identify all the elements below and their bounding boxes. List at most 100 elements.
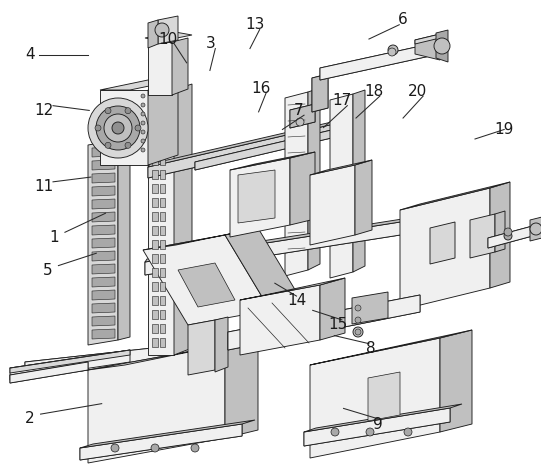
Polygon shape — [92, 212, 115, 222]
Polygon shape — [310, 160, 372, 175]
Polygon shape — [160, 100, 165, 109]
Polygon shape — [152, 254, 158, 263]
Circle shape — [434, 38, 450, 54]
Polygon shape — [304, 404, 462, 432]
Polygon shape — [160, 282, 165, 291]
Circle shape — [141, 112, 145, 116]
Polygon shape — [143, 228, 258, 250]
Polygon shape — [436, 30, 448, 62]
Polygon shape — [225, 338, 258, 438]
Polygon shape — [160, 198, 165, 207]
Polygon shape — [100, 90, 148, 165]
Circle shape — [141, 148, 145, 152]
Circle shape — [105, 108, 111, 114]
Polygon shape — [10, 350, 130, 373]
Polygon shape — [88, 140, 118, 345]
Polygon shape — [415, 34, 440, 44]
Circle shape — [155, 23, 169, 37]
Polygon shape — [92, 173, 115, 183]
Polygon shape — [290, 104, 315, 128]
Polygon shape — [88, 345, 225, 463]
Polygon shape — [440, 330, 472, 432]
Polygon shape — [92, 290, 115, 300]
Polygon shape — [430, 222, 455, 264]
Polygon shape — [415, 34, 440, 60]
Circle shape — [96, 106, 140, 150]
Polygon shape — [145, 32, 192, 41]
Polygon shape — [178, 263, 235, 307]
Polygon shape — [10, 362, 88, 383]
Text: 20: 20 — [408, 84, 427, 99]
Polygon shape — [228, 295, 420, 350]
Polygon shape — [145, 215, 445, 275]
Circle shape — [504, 228, 512, 236]
Circle shape — [331, 428, 339, 436]
Circle shape — [141, 139, 145, 143]
Text: 15: 15 — [328, 317, 348, 332]
Circle shape — [191, 444, 199, 452]
Circle shape — [353, 327, 363, 337]
Circle shape — [135, 125, 141, 131]
Circle shape — [355, 317, 361, 323]
Polygon shape — [92, 225, 115, 235]
Polygon shape — [470, 214, 495, 258]
Polygon shape — [88, 338, 258, 370]
Polygon shape — [488, 224, 540, 248]
Polygon shape — [92, 264, 115, 274]
Polygon shape — [152, 226, 158, 235]
Text: 9: 9 — [373, 417, 382, 432]
Polygon shape — [488, 224, 540, 248]
Polygon shape — [148, 42, 172, 95]
Polygon shape — [160, 114, 165, 123]
Polygon shape — [238, 170, 275, 223]
Polygon shape — [92, 147, 115, 157]
Polygon shape — [160, 226, 165, 235]
Polygon shape — [400, 188, 490, 310]
Circle shape — [112, 122, 124, 134]
Polygon shape — [304, 408, 450, 446]
Polygon shape — [118, 137, 130, 340]
Polygon shape — [310, 165, 355, 245]
Text: 12: 12 — [35, 103, 54, 118]
Polygon shape — [152, 324, 158, 333]
Polygon shape — [368, 372, 400, 421]
Circle shape — [141, 94, 145, 98]
Polygon shape — [152, 184, 158, 193]
Polygon shape — [152, 296, 158, 305]
Polygon shape — [148, 90, 174, 355]
Polygon shape — [240, 285, 320, 355]
Polygon shape — [230, 158, 290, 237]
Polygon shape — [530, 217, 541, 241]
Polygon shape — [158, 16, 178, 44]
Text: 18: 18 — [365, 84, 384, 99]
Polygon shape — [92, 238, 115, 248]
Polygon shape — [160, 212, 165, 221]
Polygon shape — [148, 118, 360, 178]
Polygon shape — [148, 80, 178, 165]
Text: 2: 2 — [25, 411, 35, 426]
Polygon shape — [160, 240, 165, 249]
Text: 13: 13 — [246, 17, 265, 32]
Polygon shape — [172, 38, 188, 95]
Circle shape — [125, 108, 131, 114]
Polygon shape — [160, 170, 165, 179]
Circle shape — [366, 428, 374, 436]
Polygon shape — [80, 420, 255, 448]
Polygon shape — [160, 338, 165, 347]
Circle shape — [88, 98, 148, 158]
Polygon shape — [152, 170, 158, 179]
Polygon shape — [174, 84, 192, 355]
Polygon shape — [240, 278, 345, 300]
Polygon shape — [353, 90, 365, 272]
Polygon shape — [310, 330, 472, 365]
Circle shape — [125, 142, 131, 149]
Text: 11: 11 — [35, 179, 54, 194]
Polygon shape — [160, 184, 165, 193]
Polygon shape — [143, 235, 270, 325]
Polygon shape — [152, 212, 158, 221]
Polygon shape — [225, 228, 303, 310]
Polygon shape — [320, 44, 430, 80]
Polygon shape — [312, 74, 328, 112]
Polygon shape — [80, 424, 242, 460]
Circle shape — [404, 428, 412, 436]
